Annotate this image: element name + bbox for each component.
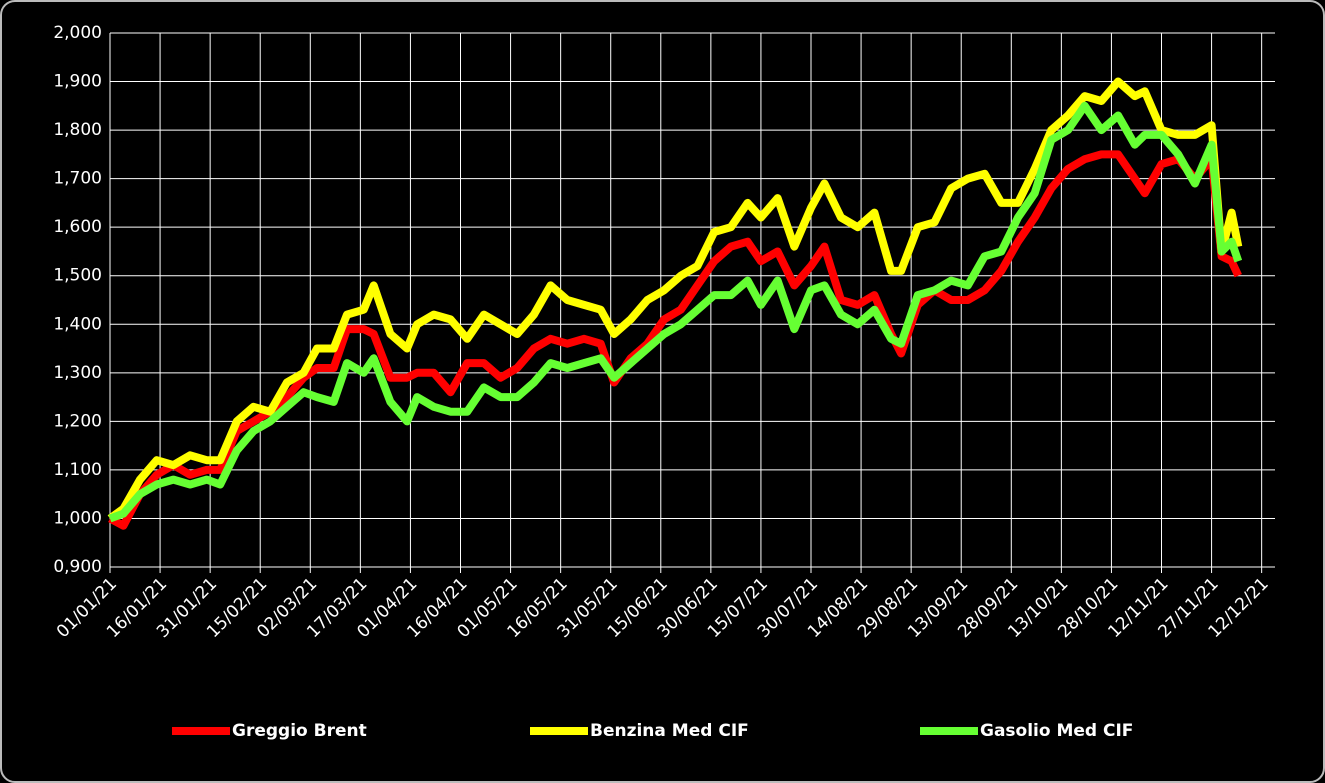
legend-label: Benzina Med CIF	[590, 721, 749, 741]
y-tick-label: 1,800	[53, 120, 102, 140]
y-tick-label: 1,300	[53, 363, 102, 383]
series-line	[108, 101, 1243, 523]
y-tick-label: 1,100	[53, 460, 102, 480]
y-tick-label: 1,700	[53, 169, 102, 189]
legend-label: Greggio Brent	[232, 721, 367, 741]
y-tick-label: 2,000	[53, 23, 102, 43]
y-tick-label: 1,200	[53, 411, 102, 431]
y-tick-label: 1,600	[53, 217, 102, 237]
y-tick-label: 1,400	[53, 314, 102, 334]
y-tick-label: 1,500	[53, 266, 102, 286]
legend-label: Gasolio Med CIF	[980, 721, 1133, 741]
y-tick-label: 1,000	[53, 508, 102, 528]
series-line	[107, 77, 1243, 522]
series-line	[108, 150, 1242, 530]
y-tick-label: 1,900	[53, 72, 102, 92]
y-tick-label: 0,900	[53, 557, 102, 577]
